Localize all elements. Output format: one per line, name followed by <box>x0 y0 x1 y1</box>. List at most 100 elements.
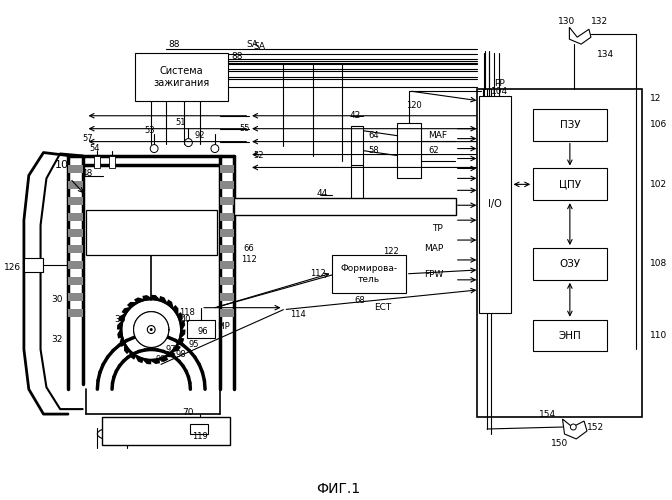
Text: ОЗУ: ОЗУ <box>559 259 581 269</box>
Text: 112: 112 <box>310 270 325 278</box>
Polygon shape <box>68 245 83 253</box>
Text: 122: 122 <box>383 248 399 256</box>
Text: 102: 102 <box>650 180 667 189</box>
Polygon shape <box>147 358 160 364</box>
Polygon shape <box>118 312 128 322</box>
Polygon shape <box>117 318 124 330</box>
Text: 55: 55 <box>239 124 249 133</box>
Bar <box>533 248 607 280</box>
Text: 32: 32 <box>52 335 63 344</box>
Polygon shape <box>68 261 83 269</box>
Polygon shape <box>68 166 83 173</box>
Polygon shape <box>569 27 591 44</box>
Text: 154: 154 <box>539 410 556 418</box>
Polygon shape <box>68 213 83 221</box>
Bar <box>102 417 230 445</box>
Text: 36: 36 <box>114 315 126 324</box>
Circle shape <box>185 138 192 146</box>
Polygon shape <box>94 156 100 168</box>
Bar <box>333 255 406 293</box>
Text: 57: 57 <box>82 134 93 143</box>
Text: 97: 97 <box>165 345 176 354</box>
Text: PIP: PIP <box>217 322 230 331</box>
Bar <box>533 109 607 140</box>
Text: 51: 51 <box>175 118 186 127</box>
Text: MAP: MAP <box>424 244 443 252</box>
Text: 132: 132 <box>591 17 608 26</box>
Polygon shape <box>220 277 235 285</box>
Polygon shape <box>172 305 178 318</box>
Polygon shape <box>220 229 235 237</box>
Text: 54: 54 <box>89 144 99 153</box>
Polygon shape <box>128 348 136 360</box>
Polygon shape <box>122 306 133 314</box>
Polygon shape <box>134 312 169 348</box>
Polygon shape <box>178 330 185 341</box>
Bar <box>134 53 228 101</box>
Text: 110: 110 <box>650 331 667 340</box>
Text: 88: 88 <box>168 40 179 48</box>
Text: 62: 62 <box>428 146 439 155</box>
Text: TP: TP <box>432 224 443 232</box>
Text: 98: 98 <box>175 350 186 359</box>
Polygon shape <box>68 277 83 285</box>
Polygon shape <box>142 295 155 300</box>
Text: 48: 48 <box>82 169 93 178</box>
Polygon shape <box>134 298 147 304</box>
Text: 119: 119 <box>192 432 208 442</box>
Polygon shape <box>220 245 235 253</box>
Bar <box>533 320 607 352</box>
Text: 108: 108 <box>650 260 667 268</box>
Text: 30: 30 <box>52 295 63 304</box>
Text: 106: 106 <box>650 120 667 129</box>
Circle shape <box>150 328 153 331</box>
Text: 120: 120 <box>406 102 421 110</box>
Text: ФИГ.1: ФИГ.1 <box>317 482 360 496</box>
Text: SA: SA <box>253 42 265 50</box>
Bar <box>190 424 208 434</box>
Polygon shape <box>220 293 235 300</box>
Polygon shape <box>220 308 235 316</box>
Polygon shape <box>220 198 235 205</box>
Text: Формирова-
тель: Формирова- тель <box>341 264 398 283</box>
Circle shape <box>571 424 576 430</box>
Polygon shape <box>179 320 185 334</box>
Polygon shape <box>220 213 235 221</box>
Text: 95: 95 <box>188 340 198 349</box>
Text: 53: 53 <box>144 126 155 135</box>
Text: ПЗУ: ПЗУ <box>560 120 580 130</box>
Text: 68: 68 <box>354 296 365 305</box>
Polygon shape <box>140 357 151 364</box>
Text: 92: 92 <box>195 131 206 140</box>
Bar <box>351 126 363 166</box>
Polygon shape <box>68 198 83 205</box>
Polygon shape <box>166 300 175 312</box>
Bar <box>533 168 607 200</box>
Text: 134: 134 <box>597 50 614 58</box>
Ellipse shape <box>97 428 127 440</box>
Bar <box>24 258 44 272</box>
Bar <box>477 89 642 417</box>
Polygon shape <box>163 350 175 357</box>
Text: 112: 112 <box>241 256 257 264</box>
Text: ЦПУ: ЦПУ <box>559 180 581 190</box>
Text: 10: 10 <box>55 160 69 170</box>
Text: 70: 70 <box>183 408 194 416</box>
Polygon shape <box>220 166 235 173</box>
Text: ЭНП: ЭНП <box>558 330 581 340</box>
Polygon shape <box>562 419 587 439</box>
Text: 152: 152 <box>587 422 604 432</box>
Bar <box>187 320 215 338</box>
Text: 52: 52 <box>254 151 264 160</box>
Polygon shape <box>127 302 140 308</box>
Text: 42: 42 <box>349 112 361 120</box>
Polygon shape <box>175 338 184 347</box>
Polygon shape <box>220 182 235 190</box>
Polygon shape <box>155 356 169 362</box>
Text: 114: 114 <box>290 310 306 319</box>
Text: 44: 44 <box>317 189 328 198</box>
Polygon shape <box>133 353 144 363</box>
Polygon shape <box>120 334 126 347</box>
Text: 126: 126 <box>4 264 21 272</box>
Text: FPW: FPW <box>423 270 443 280</box>
